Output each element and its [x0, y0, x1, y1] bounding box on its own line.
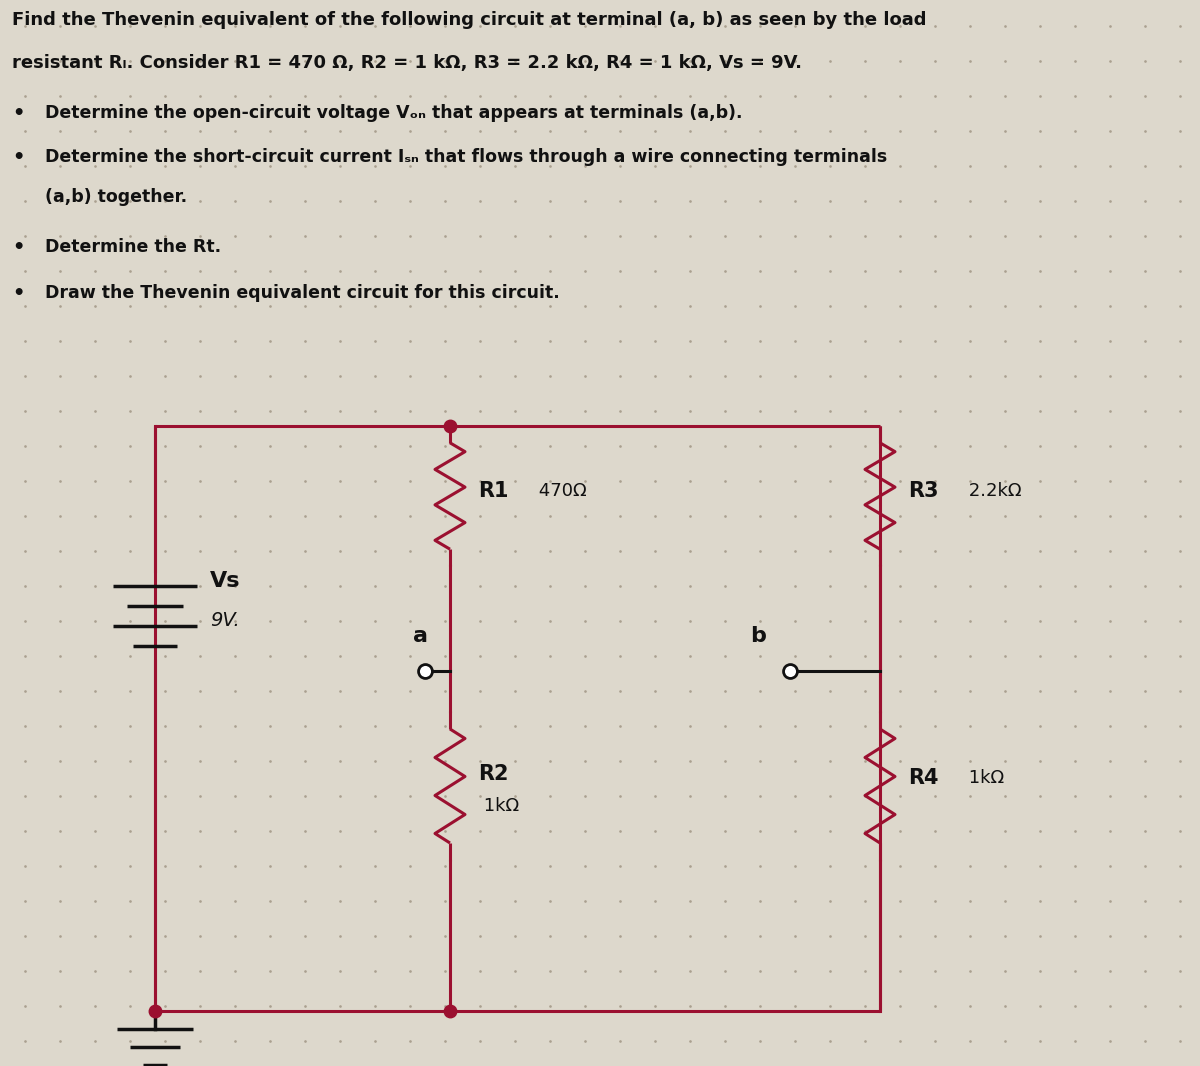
Text: a: a: [413, 626, 427, 646]
Text: Draw the Thevenin equivalent circuit for this circuit.: Draw the Thevenin equivalent circuit for…: [46, 284, 559, 302]
Text: Determine the open-circuit voltage Vₒₙ that appears at terminals (a,b).: Determine the open-circuit voltage Vₒₙ t…: [46, 104, 743, 122]
Text: R2: R2: [478, 764, 509, 784]
Text: 1kΩ: 1kΩ: [964, 769, 1004, 787]
Text: 2.2kΩ: 2.2kΩ: [964, 482, 1021, 500]
Text: Determine the short-circuit current Iₛₙ that flows through a wire connecting ter: Determine the short-circuit current Iₛₙ …: [46, 148, 887, 166]
Text: Determine the Rt.: Determine the Rt.: [46, 238, 221, 256]
Text: •: •: [12, 284, 24, 303]
Text: resistant Rₗ. Consider R1 = 470 Ω, R2 = 1 kΩ, R3 = 2.2 kΩ, R4 = 1 kΩ, Vs = 9V.: resistant Rₗ. Consider R1 = 470 Ω, R2 = …: [12, 54, 802, 72]
Text: R1: R1: [478, 481, 509, 501]
Text: •: •: [12, 104, 24, 123]
Text: 1kΩ: 1kΩ: [478, 797, 520, 815]
Text: 470Ω: 470Ω: [533, 482, 587, 500]
Text: Find the Thevenin equivalent of the following circuit at terminal (a, b) as seen: Find the Thevenin equivalent of the foll…: [12, 11, 926, 29]
Text: Vs: Vs: [210, 571, 240, 591]
Text: 9V.: 9V.: [210, 612, 240, 630]
Text: •: •: [12, 148, 24, 167]
Text: b: b: [750, 626, 766, 646]
Text: •: •: [12, 238, 24, 257]
Text: R4: R4: [908, 768, 938, 788]
Text: (a,b) together.: (a,b) together.: [46, 188, 187, 206]
Text: R3: R3: [908, 481, 938, 501]
